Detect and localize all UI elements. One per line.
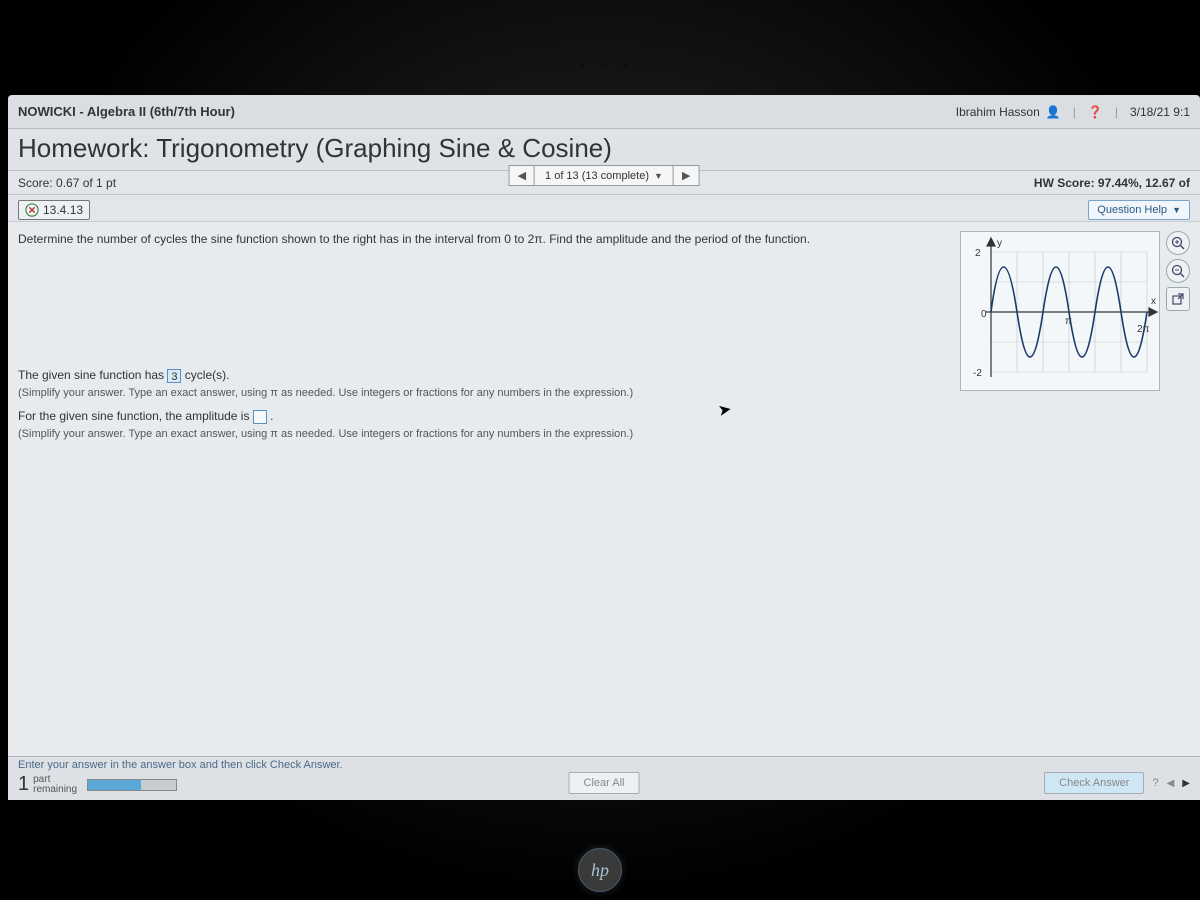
help-label: Question Help [1097,204,1167,216]
hw-score: HW Score: 97.44%, 12.67 of [1034,176,1190,190]
check-answer-button[interactable]: Check Answer [1044,772,1144,794]
enter-instruction: Enter your answer in the answer box and … [18,759,1190,771]
homework-title: Homework: Trigonometry (Graphing Sine & … [18,133,1190,164]
question-prompt: Determine the number of cycles the sine … [18,232,848,246]
topbar: NOWICKI - Algebra II (6th/7th Hour) Ibra… [8,95,1200,129]
parts-number: 1 [18,773,29,796]
topbar-right: Ibrahim Hasson 👤 | ❓ | 3/18/21 9:1 [956,105,1190,119]
next-button[interactable]: ▶ [673,166,698,185]
parts-remaining: 1 part remaining [18,773,177,796]
webcam-dot [600,62,608,70]
user-name: Ibrahim Hasson [956,105,1040,119]
question-id: 13.4.13 [43,203,83,217]
x-axis-label: x [1151,296,1156,307]
amplitude-input[interactable] [253,410,267,424]
simplify-hint-2: (Simplify your answer. Type an exact ans… [18,426,1190,444]
prev-button[interactable]: ◀ [510,166,535,185]
question-nav: ◀ 1 of 13 (13 complete) ▼ ▶ [509,165,700,186]
parts-label: remaining [33,785,77,795]
help-icon[interactable]: ❓ [1088,105,1103,119]
origin-label: 0 [981,309,987,320]
popout-icon [1172,293,1184,305]
answer-line-2: For the given sine function, the amplitu… [18,407,1190,426]
text: . [270,409,273,423]
caret-down-icon: ▼ [1172,205,1181,215]
zoom-in-button[interactable] [1166,231,1190,255]
text: cycle(s). [185,368,230,382]
caret-down-icon: ▼ [654,171,663,181]
footer-next-icon[interactable]: ▶ [1182,778,1190,789]
datetime: 3/18/21 9:1 [1130,105,1190,119]
question-help-button[interactable]: Question Help ▼ [1088,200,1190,220]
hp-logo: hp [578,848,622,892]
graph-svg: y 2 0 -2 π 2π x [961,232,1161,392]
x-tick-pi: π [1065,316,1072,327]
footer-help-icon[interactable]: ? [1152,777,1158,789]
photo-background: NOWICKI - Algebra II (6th/7th Hour) Ibra… [0,0,1200,900]
question-badge: 13.4.13 [18,200,90,220]
text: For the given sine function, the amplitu… [18,409,253,423]
incorrect-icon [25,203,39,217]
footer-prev-icon[interactable]: ◀ [1167,778,1175,789]
course-name: NOWICKI - Algebra II (6th/7th Hour) [18,104,956,119]
laptop-screen: NOWICKI - Algebra II (6th/7th Hour) Ibra… [8,95,1200,800]
user-icon[interactable]: 👤 [1046,105,1061,119]
cycles-input[interactable]: 3 [167,369,181,383]
popout-button[interactable] [1166,287,1190,311]
parts-label: part [33,775,77,785]
nav-label-text: 1 of 13 (13 complete) [545,170,649,182]
text: The given sine function has [18,368,167,382]
x-tick-2pi: 2π [1137,324,1150,335]
graph-tools [1166,231,1192,311]
clear-all-button[interactable]: Clear All [569,772,640,794]
nav-label[interactable]: 1 of 13 (13 complete) ▼ [535,167,673,185]
separator: | [1115,105,1118,119]
y-axis-label: y [997,238,1002,249]
zoom-out-button[interactable] [1166,259,1190,283]
brand-text: hp [591,860,609,881]
y-tick-neg2: -2 [973,368,982,379]
separator: | [1073,105,1076,119]
sine-graph: y 2 0 -2 π 2π x [960,231,1160,391]
y-tick-2: 2 [975,248,981,259]
zoom-out-icon [1171,264,1185,278]
footer: Enter your answer in the answer box and … [8,756,1200,800]
zoom-in-icon [1171,236,1185,250]
progress-bar [87,779,177,791]
